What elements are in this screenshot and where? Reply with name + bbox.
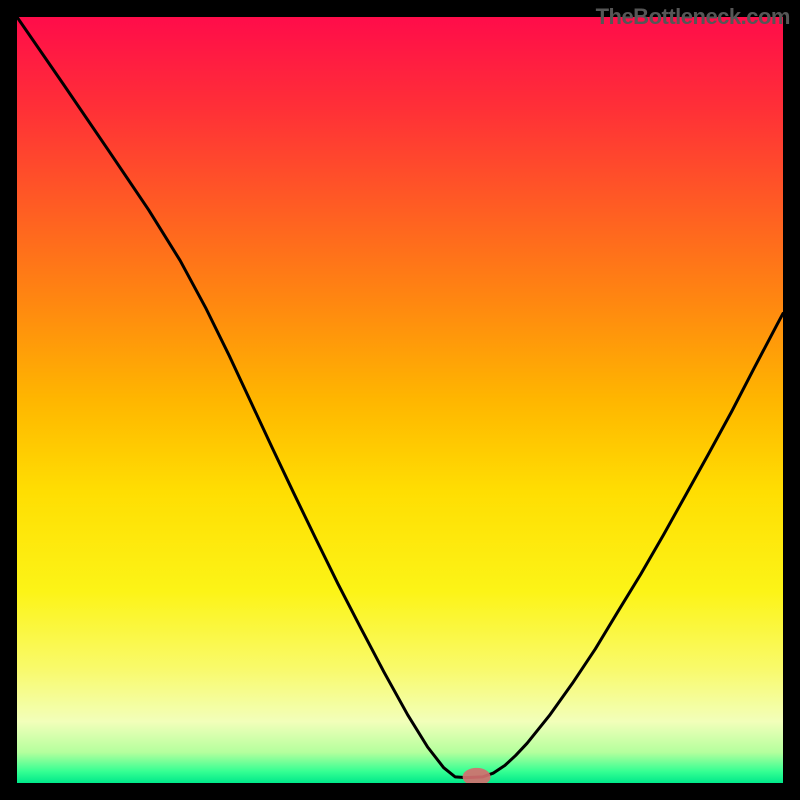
plot-area bbox=[17, 17, 783, 783]
chart-svg bbox=[17, 17, 783, 783]
watermark-text: TheBottleneck.com bbox=[596, 4, 790, 30]
bottleneck-chart: TheBottleneck.com bbox=[0, 0, 800, 800]
gradient-background bbox=[17, 17, 783, 783]
